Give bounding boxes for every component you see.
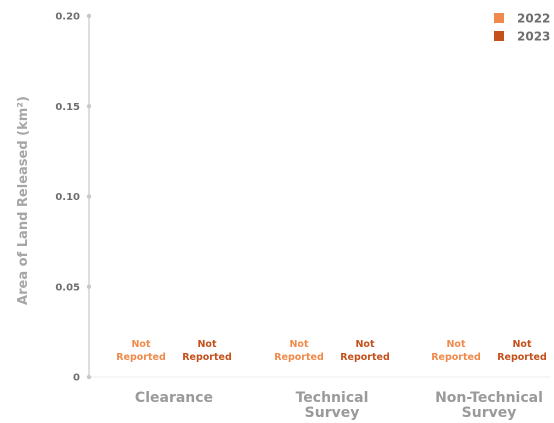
data-label-line: Not [446,339,465,350]
data-label-not-reported: Not Reported [340,339,390,363]
legend: 2022 2023 [494,12,550,44]
data-label-not-reported: Not Reported [116,339,166,363]
x-category-label: Technical Survey [296,390,369,421]
data-label-line: Reported [116,352,166,363]
x-category-label-line: Survey [305,405,360,421]
data-label-not-reported: Not Reported [497,339,547,363]
data-labels: Not Reported Not Reported Not Reported Not Repo… [116,339,547,363]
legend-label: 2023 [517,30,550,44]
x-category-label-line: Non-Technical [435,390,543,406]
legend-label: 2022 [517,12,550,26]
data-label-not-reported: Not Reported [182,339,232,363]
data-label-not-reported: Not Reported [431,339,481,363]
data-label-not-reported: Not Reported [274,339,324,363]
y-tick-label: 0.10 [55,192,80,203]
data-label-line: Reported [274,352,324,363]
y-tick-label: 0.05 [55,282,80,293]
y-tick-mark [86,284,92,289]
x-category-label: Non-Technical Survey [435,390,543,421]
x-category-label: Clearance [135,390,213,406]
x-category-label-line: Technical [296,390,369,406]
data-label-line: Not [355,339,374,350]
data-label-line: Not [131,339,150,350]
y-axis: 0 0.05 0.10 0.15 0.20 [55,12,550,384]
data-label-line: Reported [497,352,547,363]
x-category-label-line: Clearance [135,390,213,406]
data-label-line: Not [512,339,531,350]
data-label-line: Reported [340,352,390,363]
y-axis-title: Area of Land Released (km²) [16,96,31,305]
data-label-line: Reported [431,352,481,363]
x-category-label-line: Survey [462,405,517,421]
data-label-line: Not [197,339,216,350]
data-label-line: Reported [182,352,232,363]
y-tick-label: 0.15 [55,102,80,113]
data-label-line: Not [289,339,308,350]
y-tick-mark [86,194,92,199]
y-tick-mark [86,104,92,109]
y-tick-mark [86,374,92,380]
legend-swatch [494,31,504,41]
y-tick-label: 0 [73,373,80,384]
y-tick-label: 0.20 [55,12,80,23]
legend-swatch [494,13,504,23]
y-tick-mark [86,13,92,19]
